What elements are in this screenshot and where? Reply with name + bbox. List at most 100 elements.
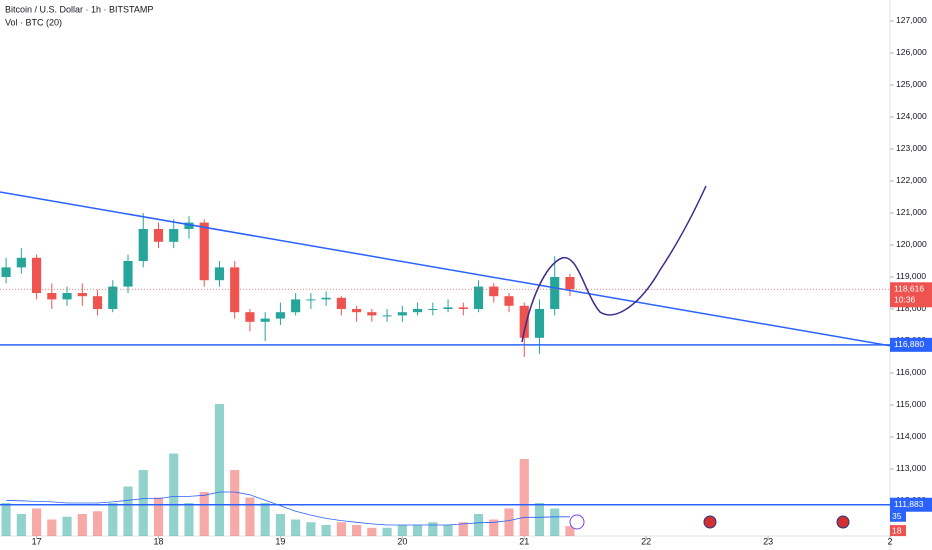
candle-body	[32, 257, 42, 293]
volume-bar	[275, 514, 285, 536]
volume-bar	[336, 522, 346, 536]
y-tick-label: 121,000	[896, 207, 927, 217]
candle-body	[550, 276, 560, 309]
volume-bar	[123, 486, 133, 536]
candle-body	[458, 307, 468, 309]
candle-body	[230, 267, 240, 313]
volume-bar	[77, 514, 87, 536]
volume-bar	[412, 525, 423, 536]
volume-bar	[62, 516, 72, 536]
candle-body	[123, 260, 133, 287]
candle-body	[184, 222, 194, 229]
x-tick-label: 22	[641, 536, 651, 546]
candle-body	[260, 318, 270, 322]
flag-icon[interactable]	[703, 515, 717, 529]
volume-bar	[153, 497, 164, 536]
candle-body	[504, 296, 514, 306]
candle-body	[62, 292, 72, 300]
y-tick-label: 123,000	[896, 143, 927, 153]
countdown-label: 10:36	[894, 295, 916, 305]
volume-bar	[550, 508, 560, 536]
volume-bar	[352, 525, 362, 536]
volume-bar	[169, 453, 179, 536]
volume-ma-line	[6, 491, 570, 526]
candle-body	[336, 297, 346, 309]
volume-bar	[47, 519, 57, 536]
y-tick-label: 114,000	[896, 431, 926, 441]
x-tick-label: 23	[763, 536, 773, 546]
volume-bar	[397, 525, 407, 536]
y-tick-label: 127,000	[896, 15, 927, 25]
x-tick-label: 21	[519, 536, 529, 546]
candle-body	[306, 299, 316, 301]
volume-bar	[473, 514, 484, 536]
volume-bar	[230, 470, 240, 536]
volume-bar	[519, 459, 529, 536]
candle-body	[153, 228, 164, 242]
volume-bar	[199, 492, 209, 536]
candle-body	[397, 312, 407, 316]
price-label: 116,880	[894, 339, 924, 349]
volume-bar	[108, 503, 118, 536]
event-icon[interactable]	[569, 514, 585, 530]
drawn-curve	[521, 185, 707, 343]
candle-body	[47, 292, 57, 300]
y-tick-label: 120,000	[896, 239, 927, 249]
volume-bar	[382, 527, 392, 536]
volume-bar	[245, 497, 255, 536]
volume-bar	[92, 511, 103, 536]
plot: 112,000113,000114,000115,000116,000117,0…	[0, 15, 932, 546]
y-tick-label: 116,000	[896, 367, 926, 377]
trend-line	[0, 191, 891, 347]
y-tick-label: 126,000	[896, 47, 927, 57]
candle-body	[1, 267, 11, 277]
volume-ma-label: 35	[892, 511, 902, 521]
candle-body	[473, 286, 484, 309]
candle-body	[92, 296, 103, 309]
candle-body	[245, 312, 255, 322]
price-label-box	[890, 497, 932, 512]
x-tick-label: 2	[887, 536, 892, 546]
price-label-box	[890, 337, 932, 352]
volume-bar	[443, 525, 453, 536]
x-tick-label: 17	[32, 536, 42, 546]
candle-body	[275, 312, 285, 319]
volume-bar	[184, 503, 194, 536]
candle-body	[565, 276, 575, 290]
y-tick-label: 125,000	[896, 79, 927, 89]
volume-bar	[321, 525, 331, 536]
candle-body	[77, 292, 87, 297]
volume-bar	[16, 514, 26, 536]
volume-bar	[306, 522, 316, 536]
candle-body	[519, 305, 529, 338]
volume-bar	[504, 508, 514, 536]
y-tick-label: 118,000	[896, 303, 926, 313]
volume-bar	[489, 519, 499, 536]
volume-box	[890, 525, 906, 537]
chart-title: Bitcoin / U.S. Dollar · 1h · BITSTAMP	[5, 4, 153, 14]
candle-body	[138, 228, 148, 261]
volume-label: 18	[892, 525, 902, 535]
flag-icon[interactable]	[836, 515, 850, 529]
volume-bar	[32, 508, 42, 536]
candle-body	[443, 307, 453, 309]
volume-bar	[458, 522, 468, 536]
volume-bar	[428, 522, 438, 536]
x-tick-label: 19	[275, 536, 285, 546]
volume-bar	[534, 503, 545, 536]
candle-body	[412, 308, 423, 313]
y-tick-label: 124,000	[896, 111, 927, 121]
y-tick-label: 115,000	[896, 399, 926, 409]
candle-body	[352, 308, 362, 313]
candle-body	[367, 312, 377, 316]
y-tick-label: 122,000	[896, 175, 927, 185]
volume-bar	[291, 519, 301, 536]
y-tick-label: 113,000	[896, 463, 926, 473]
volume-bar	[214, 404, 225, 536]
candle-body	[169, 228, 179, 242]
volume-bar	[138, 470, 148, 536]
volume-bar	[1, 503, 11, 536]
candle-body	[428, 308, 438, 310]
